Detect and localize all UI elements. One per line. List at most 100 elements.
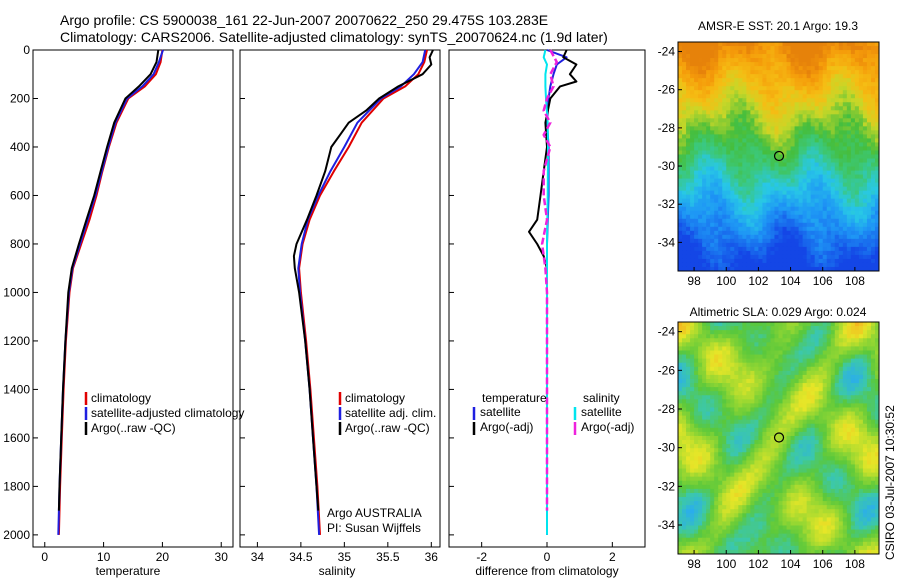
heatmap-cell — [742, 415, 747, 421]
heatmap-cell — [830, 162, 836, 168]
heatmap-cell — [766, 210, 772, 216]
heatmap-cell — [746, 242, 751, 248]
heatmap-cell — [710, 178, 715, 184]
heatmap-cell — [862, 452, 868, 457]
heatmap-cell — [846, 66, 852, 71]
heatmap-cell — [798, 246, 804, 252]
heatmap-cell — [726, 114, 731, 119]
heatmap-cell — [742, 242, 747, 248]
heatmap-cell — [734, 142, 739, 148]
heatmap-cell — [802, 322, 808, 327]
heatmap-cell — [830, 431, 836, 437]
heatmap-cell — [842, 186, 848, 192]
heatmap-cell — [854, 218, 860, 224]
heatmap-cell — [838, 456, 844, 461]
heatmap-cell — [686, 46, 691, 51]
heatmap-cell — [682, 254, 687, 260]
heatmap-cell — [862, 444, 868, 449]
heatmap-cell — [850, 226, 856, 232]
heatmap-cell — [790, 174, 796, 180]
heatmap-cell — [826, 350, 832, 356]
heatmap-cell — [850, 166, 856, 172]
heatmap-cell — [774, 234, 780, 240]
heatmap-cell — [846, 370, 852, 376]
heatmap-cell — [774, 254, 780, 260]
heatmap-cell — [678, 395, 683, 400]
heatmap-cell — [754, 346, 759, 352]
heatmap-cell — [834, 391, 840, 396]
heatmap-cell — [810, 354, 816, 360]
heatmap-cell — [834, 62, 840, 67]
heatmap-cell — [778, 246, 784, 252]
heatmap-cell — [686, 440, 691, 445]
heatmap-cell — [730, 427, 735, 433]
heatmap-cell — [698, 142, 703, 148]
heatmap-cell — [754, 419, 759, 425]
heatmap-cell — [762, 427, 768, 433]
heatmap-cell — [702, 456, 707, 461]
heatmap-cell — [818, 42, 824, 47]
heatmap-cell — [718, 214, 723, 220]
heatmap-cell — [702, 266, 707, 271]
heatmap-cell — [838, 334, 844, 339]
heatmap-cell — [838, 66, 844, 71]
heatmap-cell — [854, 258, 860, 264]
heatmap-cell — [806, 198, 812, 204]
heatmap-cell — [826, 427, 832, 433]
heatmap-cell — [710, 98, 715, 103]
heatmap-cell — [690, 54, 695, 59]
heatmap-cell — [746, 234, 751, 240]
heatmap-cell — [874, 366, 879, 372]
heatmap-cell — [694, 456, 699, 461]
heatmap-cell — [682, 350, 687, 356]
heatmap-cell — [746, 431, 751, 437]
heatmap-cell — [734, 86, 739, 91]
heatmap-cell — [814, 326, 820, 331]
heatmap-cell — [818, 74, 824, 79]
heatmap-cell — [742, 134, 747, 140]
heatmap-cell — [726, 395, 731, 400]
heatmap-cell — [826, 358, 832, 364]
heatmap-cell — [718, 50, 723, 55]
heatmap-cell — [718, 70, 723, 75]
heatmap-cell — [746, 464, 751, 470]
heatmap-cell — [678, 126, 683, 131]
heatmap-cell — [850, 456, 856, 461]
heatmap-cell — [810, 134, 816, 140]
heatmap-cell — [742, 62, 747, 67]
heatmap-cell — [726, 102, 731, 107]
heatmap-cell — [814, 350, 820, 356]
heatmap-cell — [794, 427, 800, 433]
heatmap-cell — [730, 102, 735, 107]
heatmap-cell — [714, 166, 719, 172]
heatmap-cell — [738, 338, 743, 343]
heatmap-cell — [846, 444, 852, 449]
x-tick-label: 0 — [544, 550, 551, 564]
heatmap-cell — [754, 448, 759, 453]
heatmap-cell — [758, 419, 764, 425]
heatmap-cell — [714, 146, 719, 152]
heatmap-cell — [710, 338, 715, 343]
heatmap-cell — [846, 206, 852, 212]
heatmap-cell — [786, 174, 792, 180]
heatmap-cell — [746, 138, 751, 144]
heatmap-cell — [826, 460, 832, 466]
heatmap-cell — [738, 126, 743, 131]
heatmap-cell — [794, 142, 800, 148]
heatmap-cell — [774, 358, 780, 364]
heatmap-cell — [806, 118, 812, 123]
heatmap-cell — [698, 378, 703, 384]
heatmap-cell — [834, 214, 840, 220]
heatmap-cell — [738, 130, 743, 136]
heatmap-cell — [762, 86, 768, 91]
heatmap-cell — [834, 186, 840, 192]
heatmap-cell — [850, 86, 856, 91]
heatmap-cell — [690, 476, 695, 482]
heatmap-cell — [734, 391, 739, 396]
heatmap-cell — [734, 415, 739, 421]
heatmap-cell — [818, 194, 824, 200]
legend-label-argo: Argo(..raw -QC) — [91, 421, 176, 435]
heatmap-cell — [786, 262, 792, 268]
heatmap-cell — [786, 190, 792, 196]
heatmap-cell — [790, 158, 796, 164]
